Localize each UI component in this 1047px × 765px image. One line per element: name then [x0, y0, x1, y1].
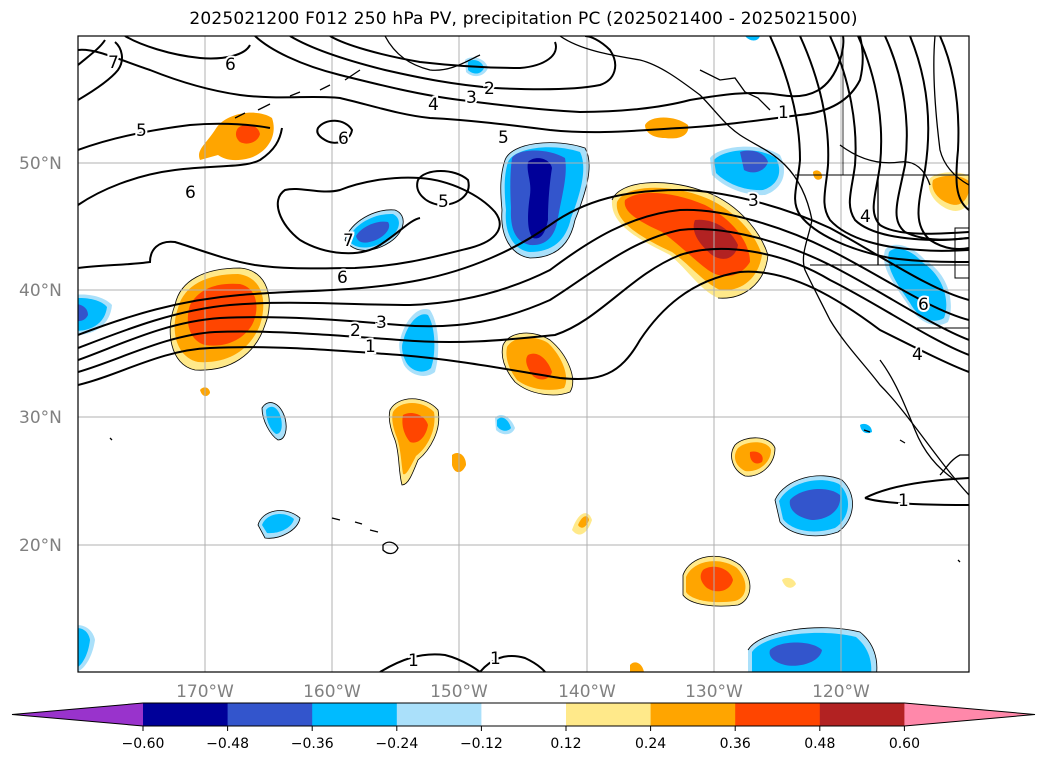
precip-blob	[262, 514, 294, 534]
precip-blob	[888, 248, 947, 321]
lon-label-150w: 150°W	[430, 682, 488, 702]
lon-label-160w: 160°W	[303, 682, 361, 702]
colorbar-swatch	[819, 703, 905, 726]
pv-label: 6	[185, 183, 196, 203]
colorbar-swatch	[143, 703, 229, 726]
precip-blob	[630, 662, 644, 672]
colorbar-tick-label: 0.24	[635, 736, 666, 752]
precip-blob	[740, 150, 768, 173]
colorbar-swatch	[566, 703, 652, 726]
pv-label: 6	[225, 55, 236, 75]
precip-blob	[789, 488, 841, 520]
pv-label: 7	[343, 231, 354, 251]
lat-labels: 50°N 40°N 30°N 20°N	[19, 154, 62, 556]
precip-blob	[78, 298, 107, 331]
lon-labels: 170°W 160°W 150°W 140°W 130°W 120°W	[176, 682, 870, 702]
precip-blob	[769, 642, 822, 666]
precip-blob	[402, 413, 428, 443]
lat-label-20n: 20°N	[19, 536, 62, 556]
pv-label: 2	[350, 321, 361, 341]
precip-positive-shading	[170, 112, 969, 672]
lat-label-40n: 40°N	[19, 281, 62, 301]
precip-blob	[266, 406, 282, 434]
pv-label: 7	[108, 53, 119, 73]
pv-label: 5	[136, 121, 147, 141]
pv-label: 2	[484, 79, 495, 99]
lon-label-120w: 120°W	[812, 682, 870, 702]
pv-label: 6	[337, 268, 348, 288]
pv-label: 5	[438, 192, 449, 212]
precip-blob	[235, 124, 260, 144]
pv-label: 5	[498, 128, 509, 148]
precip-blob	[527, 158, 552, 239]
pv-label: 6	[918, 295, 929, 315]
colorbar-swatch	[396, 703, 482, 726]
precip-negative-shading	[78, 36, 951, 672]
colorbar-extend-low	[12, 703, 143, 726]
precip-blob	[78, 628, 90, 667]
lat-label-30n: 30°N	[19, 408, 62, 428]
map-title: 2025021200 F012 250 hPa PV, precipitatio…	[189, 9, 858, 29]
map-area: 1 1 1 1 1 2 2 3 3 3 4 4 4 5 5 5 6 6 6 6 …	[78, 36, 969, 672]
pv-label: 1	[365, 337, 376, 357]
pv-label: 3	[466, 88, 477, 108]
pv-label: 1	[490, 649, 501, 669]
colorbar-extend-high	[904, 703, 1035, 726]
pv-label: 1	[408, 651, 419, 671]
colorbar-tick-label: 0.48	[804, 736, 835, 752]
colorbar-tick-label: 0.12	[550, 736, 581, 752]
pv-contours	[78, 36, 969, 672]
colorbar-swatch	[650, 703, 736, 726]
colorbar-swatch	[481, 703, 567, 726]
precip-blob	[497, 417, 511, 431]
colorbar: −0.60 −0.48 −0.36 −0.24 −0.12 0.12 0.24 0.36 0.4…	[11, 702, 1036, 752]
precip-blob	[749, 451, 763, 464]
pv-label: 4	[912, 345, 923, 365]
colorbar-tick-label: −0.48	[206, 736, 249, 752]
precip-blob	[578, 516, 589, 528]
pv-labels: 1 1 1 1 1 2 2 3 3 3 4 4 4 5 5 5 6 6 6 6 …	[106, 51, 931, 672]
pv-label: 1	[898, 491, 909, 511]
colorbar-tick-label: −0.60	[122, 736, 165, 752]
precip-blob	[782, 577, 796, 588]
lon-label-170w: 170°W	[176, 682, 234, 702]
colorbar-tick-label: 0.60	[889, 736, 920, 752]
precip-blob	[745, 36, 760, 41]
lon-label-130w: 130°W	[685, 682, 743, 702]
pv-label: 4	[428, 95, 439, 115]
gridlines	[78, 36, 969, 672]
precip-blob	[860, 423, 872, 434]
pv-label: 1	[778, 103, 789, 123]
colorbar-tick-label: −0.24	[375, 736, 418, 752]
lat-label-50n: 50°N	[19, 154, 62, 174]
colorbar-swatch	[227, 703, 313, 726]
colorbar-swatch	[735, 703, 821, 726]
precip-blob	[700, 566, 733, 592]
colorbar-tick-label: −0.12	[460, 736, 503, 752]
pv-label: 4	[860, 207, 871, 227]
pv-label: 6	[338, 129, 349, 149]
map-frame	[77, 35, 970, 673]
pv-label: 3	[748, 191, 759, 211]
precip-blob	[78, 304, 88, 322]
precip-outlines	[169, 142, 878, 672]
lon-label-140w: 140°W	[558, 682, 616, 702]
precip-blob	[356, 221, 390, 243]
colorbar-tick-label: 0.36	[720, 736, 751, 752]
colorbar-tick-label: −0.36	[291, 736, 334, 752]
colorbar-swatch	[312, 703, 398, 726]
pv-label: 3	[376, 313, 387, 333]
coastlines	[109, 36, 969, 563]
